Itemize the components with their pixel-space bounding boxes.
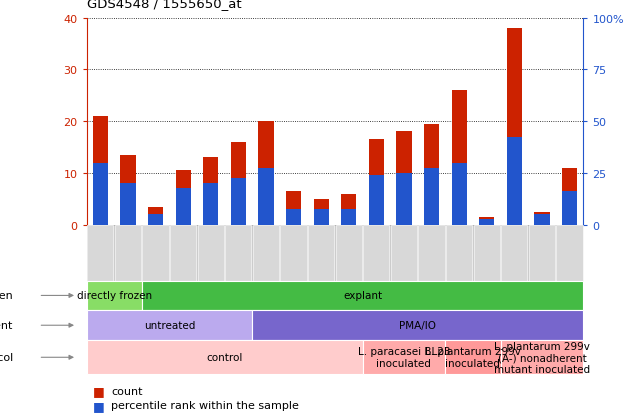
Bar — [121, 184, 135, 225]
Bar — [313, 199, 329, 225]
Text: ■: ■ — [93, 399, 104, 412]
Text: GDS4548 / 1555650_at: GDS4548 / 1555650_at — [87, 0, 241, 10]
Bar — [176, 171, 191, 225]
Text: directly frozen: directly frozen — [76, 291, 152, 301]
Bar — [121, 155, 135, 225]
Bar — [396, 173, 412, 225]
Text: untreated: untreated — [144, 320, 195, 330]
Bar — [479, 220, 494, 225]
Bar — [562, 192, 577, 225]
Bar — [148, 215, 163, 225]
Bar — [424, 169, 439, 225]
Text: percentile rank within the sample: percentile rank within the sample — [111, 401, 299, 411]
Bar — [258, 122, 274, 225]
Bar — [535, 215, 549, 225]
Bar — [341, 210, 356, 225]
Text: explant: explant — [343, 291, 382, 301]
Bar — [479, 217, 494, 225]
Bar — [93, 116, 108, 225]
Text: PMA/IO: PMA/IO — [399, 320, 437, 330]
Bar — [369, 176, 384, 225]
Bar — [286, 192, 301, 225]
Bar — [93, 163, 108, 225]
Bar — [424, 124, 439, 225]
Bar — [562, 169, 577, 225]
Bar — [203, 158, 219, 225]
Text: L. plantarum 299v
(A-) nonadherent
mutant inoculated: L. plantarum 299v (A-) nonadherent mutan… — [494, 341, 590, 374]
Bar — [231, 178, 246, 225]
Bar — [369, 140, 384, 225]
Text: L. plantarum 299v
inoculated: L. plantarum 299v inoculated — [425, 347, 521, 368]
Text: L. paracasei BL23
inoculated: L. paracasei BL23 inoculated — [358, 347, 450, 368]
Bar — [507, 137, 522, 225]
Text: ■: ■ — [93, 385, 104, 398]
Bar — [535, 212, 549, 225]
Bar — [507, 29, 522, 225]
Bar — [231, 142, 246, 225]
Bar — [258, 169, 274, 225]
Bar — [286, 210, 301, 225]
Text: specimen: specimen — [0, 291, 13, 301]
Bar — [396, 132, 412, 225]
Text: control: control — [206, 352, 243, 362]
Bar — [176, 189, 191, 225]
Bar — [451, 91, 467, 225]
Bar — [451, 163, 467, 225]
Bar — [148, 207, 163, 225]
Text: count: count — [111, 386, 142, 396]
Text: protocol: protocol — [0, 352, 13, 362]
Bar — [341, 194, 356, 225]
Text: agent: agent — [0, 320, 13, 330]
Bar — [313, 210, 329, 225]
Bar — [203, 184, 219, 225]
